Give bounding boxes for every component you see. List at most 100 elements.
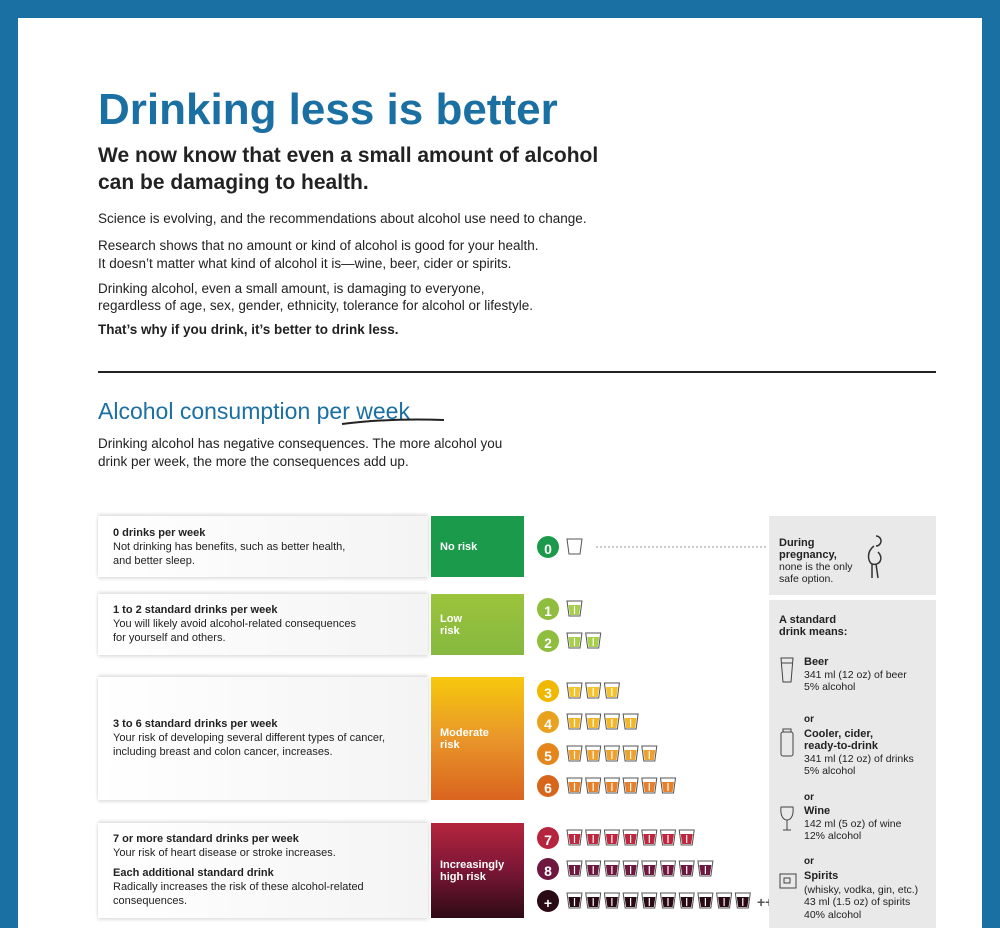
paragraph: Drinking alcohol, even a small amount, i… — [98, 281, 485, 297]
level-badge — [537, 536, 559, 558]
glasses — [566, 713, 639, 730]
row-text: Not drinking has benefits, such as bette… — [113, 541, 346, 554]
glasses — [566, 632, 602, 649]
level-number: 0 — [544, 540, 552, 557]
drink-name: Beer — [804, 656, 829, 669]
level-number: 7 — [544, 831, 552, 848]
level-badge — [537, 827, 559, 849]
level-number: 8 — [544, 862, 552, 879]
row-text: Your risk of developing several differen… — [113, 732, 386, 745]
standard-title: A standard — [779, 614, 837, 627]
level-number: 5 — [544, 747, 552, 764]
row-box — [98, 516, 428, 577]
glasses — [566, 538, 583, 555]
drink-detail: 40% alcohol — [804, 908, 862, 921]
row-text: Your risk of heart disease or stroke inc… — [113, 847, 336, 860]
level-badge — [537, 680, 559, 702]
risk-label: Increasingly — [440, 858, 505, 871]
separator: or — [804, 792, 814, 803]
risk-label: Moderate — [440, 726, 489, 739]
row-heading: Each additional standard drink — [113, 867, 274, 880]
pregnancy-heading: During — [779, 537, 815, 550]
row-text: Radically increases the risk of these al… — [113, 881, 364, 894]
drink-name: ready-to-drink — [804, 740, 878, 753]
row-text: You will likely avoid alcohol-related co… — [113, 618, 356, 631]
drink-detail: 5% alcohol — [804, 765, 856, 778]
paragraph: It doesn’t matter what kind of alcohol i… — [98, 256, 512, 272]
row-heading: 7 or more standard drinks per week — [113, 833, 299, 846]
level-badge — [537, 630, 559, 652]
drink-detail: 341 ml (12 oz) of beer — [804, 668, 907, 681]
separator: or — [804, 856, 814, 867]
risk-label: No risk — [440, 540, 478, 553]
pregnancy-text: safe option. — [779, 572, 834, 585]
glasses — [566, 745, 658, 762]
level-number: 2 — [544, 634, 552, 651]
row-text: consequences. — [113, 895, 187, 908]
level-number: 3 — [544, 684, 552, 701]
paragraph: Science is evolving, and the recommendat… — [98, 211, 587, 227]
level-number: 4 — [544, 715, 552, 732]
level-badge — [537, 858, 559, 880]
level-badge — [537, 775, 559, 797]
paragraph: That’s why if you drink, it’s better to … — [98, 322, 399, 338]
row-box — [98, 823, 428, 918]
drink-icon — [780, 728, 794, 757]
row-heading: 3 to 6 standard drinks per week — [113, 718, 278, 731]
row-box — [98, 594, 428, 655]
glasses — [566, 860, 714, 877]
risk-box — [431, 677, 524, 800]
row-heading: 1 to 2 standard drinks per week — [113, 604, 278, 617]
glasses — [566, 600, 583, 617]
level-badge — [537, 711, 559, 733]
drink-icon — [779, 873, 797, 889]
level-badge — [537, 598, 559, 620]
subtitle: can be damaging to health. — [98, 171, 369, 195]
standard-box — [769, 600, 936, 928]
section-text: Drinking alcohol has negative consequenc… — [98, 436, 503, 452]
pregnancy-box — [769, 516, 936, 595]
pregnancy-icon — [867, 535, 882, 579]
level-number: + — [543, 894, 553, 911]
pregnancy-text: none is the only — [779, 560, 853, 573]
drink-detail: 12% alcohol — [804, 830, 862, 843]
underline — [341, 418, 445, 425]
title: Drinking less is better — [98, 84, 558, 134]
risk-box — [431, 823, 524, 918]
row-box — [98, 677, 428, 800]
level-badge — [537, 743, 559, 765]
drink-detail: 5% alcohol — [804, 681, 856, 694]
drink-name: Wine — [804, 805, 831, 818]
drink-name: Cooler, cider, — [804, 728, 874, 741]
drink-name: Spirits — [804, 870, 839, 883]
glasses — [566, 682, 620, 699]
row-text: for yourself and others. — [113, 632, 226, 645]
risk-box — [431, 516, 524, 577]
drink-detail: (whisky, vodka, gin, etc.) — [804, 883, 919, 896]
drink-detail: 142 ml (5 oz) of wine — [804, 817, 902, 830]
level-number: 1 — [544, 602, 552, 619]
section-title: Alcohol consumption per week — [98, 397, 410, 424]
risk-label: high risk — [440, 870, 486, 883]
risk-label: Low — [440, 612, 462, 625]
subtitle: We now know that even a small amount of … — [98, 144, 599, 168]
standard-title: drink means: — [779, 626, 848, 639]
separator: or — [804, 714, 814, 725]
paragraph: Research shows that no amount or kind of… — [98, 238, 539, 254]
risk-label: risk — [440, 624, 460, 637]
level-number: 6 — [544, 779, 552, 796]
glasses — [566, 777, 677, 794]
row-text: including breast and colon cancer, incre… — [113, 746, 333, 759]
risk-box — [431, 594, 524, 655]
glasses — [566, 892, 751, 909]
drink-detail: 43 ml (1.5 oz) of spirits — [804, 896, 911, 909]
drink-detail: 341 ml (12 oz) of drinks — [804, 752, 914, 765]
glasses — [566, 829, 695, 846]
row-heading: 0 drinks per week — [113, 527, 206, 540]
drink-icon — [780, 657, 794, 683]
level-badge — [537, 890, 559, 912]
divider — [98, 371, 936, 373]
leader — [596, 546, 766, 548]
section-text: drink per week, the more the consequence… — [98, 454, 409, 470]
